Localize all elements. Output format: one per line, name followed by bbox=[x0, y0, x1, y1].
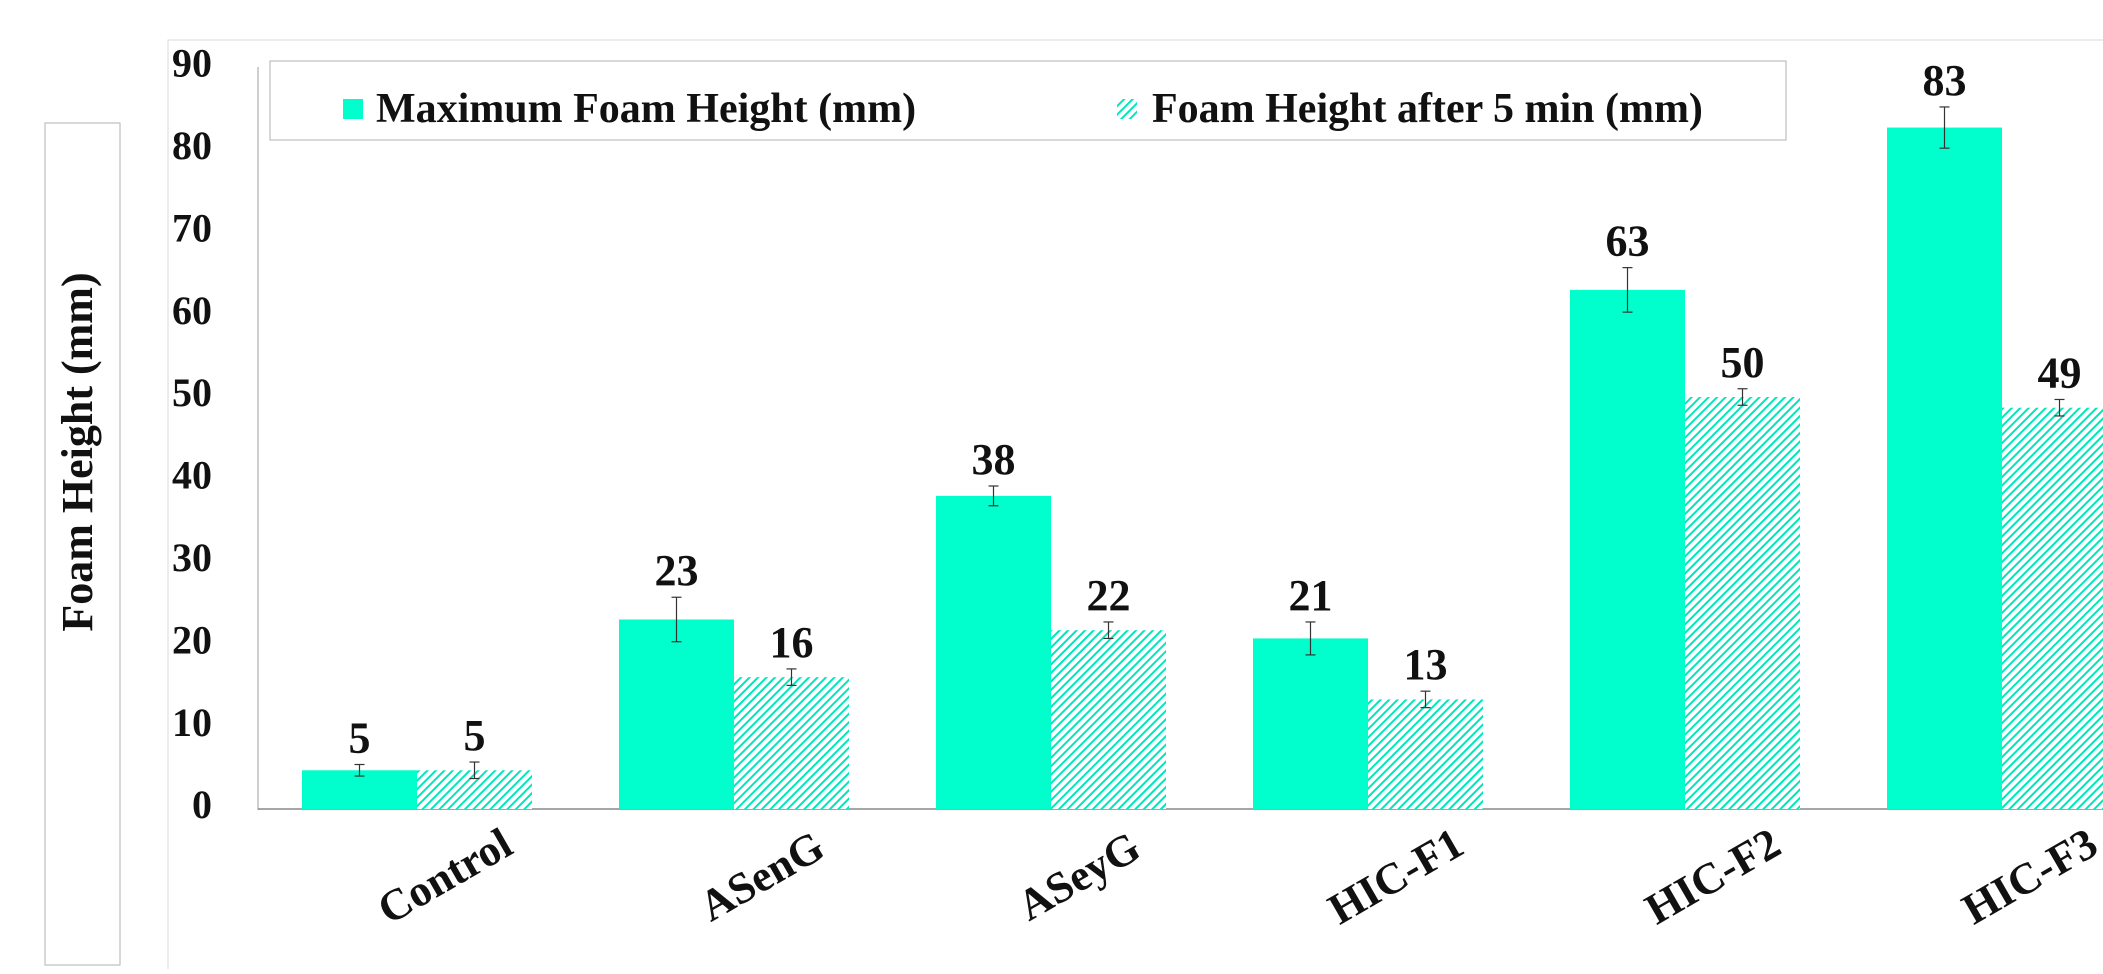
category-label: Control bbox=[369, 819, 520, 934]
bar-foam-height-after-5-min bbox=[2002, 407, 2103, 809]
y-tick-label: 20 bbox=[172, 617, 212, 662]
y-tick-label: 10 bbox=[172, 700, 212, 745]
data-label: 23 bbox=[655, 546, 699, 595]
y-tick-label: 30 bbox=[172, 535, 212, 580]
data-label: 50 bbox=[1721, 338, 1765, 387]
data-label: 5 bbox=[464, 711, 486, 760]
bar-foam-height-after-5-min bbox=[1368, 699, 1483, 809]
y-tick-label: 40 bbox=[172, 453, 212, 498]
legend-label-maximum: Maximum Foam Height (mm) bbox=[376, 86, 916, 132]
y-tick-label: 70 bbox=[172, 205, 212, 250]
legend-swatch-after-5-min bbox=[1117, 99, 1137, 119]
data-label: 22 bbox=[1087, 571, 1131, 620]
data-label: 63 bbox=[1606, 217, 1650, 266]
category-label: ASenG bbox=[691, 821, 832, 931]
y-tick-label: 50 bbox=[172, 370, 212, 415]
error-bars bbox=[354, 106, 2065, 780]
data-label: 13 bbox=[1404, 640, 1448, 689]
data-label: 16 bbox=[770, 618, 814, 667]
data-label: 83 bbox=[1923, 56, 1967, 105]
bar-foam-height-after-5-min bbox=[1051, 630, 1166, 809]
category-label: HIC-F2 bbox=[1637, 818, 1789, 934]
bar-maximum-foam-height bbox=[1570, 289, 1685, 809]
data-label: 49 bbox=[2038, 348, 2082, 397]
data-label: 5 bbox=[349, 714, 371, 763]
y-tick-label: 0 bbox=[192, 782, 212, 827]
y-tick-labels: 0 10 20 30 40 50 60 70 80 90 bbox=[172, 41, 212, 828]
legend-box bbox=[269, 60, 1787, 141]
y-tick-label: 90 bbox=[172, 41, 212, 86]
data-label: 38 bbox=[972, 435, 1016, 484]
category-label: HIC-F3 bbox=[1954, 818, 2103, 934]
category-label: HIC-F1 bbox=[1320, 818, 1472, 934]
bar-maximum-foam-height bbox=[1253, 638, 1368, 809]
chart-frame bbox=[167, 39, 2103, 974]
bar-maximum-foam-height bbox=[619, 619, 734, 809]
legend: Maximum Foam Height (mm) Foam Height aft… bbox=[269, 60, 1787, 141]
legend-swatch-maximum bbox=[343, 99, 363, 119]
bar-maximum-foam-height bbox=[936, 495, 1051, 809]
bar-maximum-foam-height bbox=[302, 770, 417, 809]
category-labels: Control ASenG ASeyG HIC-F1 HIC-F2 HIC-F3 bbox=[369, 818, 2103, 934]
bar-maximum-foam-height bbox=[1887, 127, 2002, 809]
bar-foam-height-after-5-min bbox=[1685, 397, 1800, 809]
bar-foam-height-after-5-min bbox=[734, 677, 849, 809]
y-tick-label: 80 bbox=[172, 123, 212, 168]
legend-label-after-5-min: Foam Height after 5 min (mm) bbox=[1152, 86, 1703, 132]
data-label: 21 bbox=[1289, 571, 1333, 620]
bars bbox=[302, 127, 2103, 809]
y-axis-title-box bbox=[44, 122, 121, 966]
category-label: ASeyG bbox=[1009, 822, 1148, 930]
data-labels: 5 5 23 16 38 22 21 13 63 50 83 49 bbox=[349, 56, 2082, 763]
y-axis-title: Foam Height (mm) bbox=[53, 272, 102, 631]
y-tick-label: 60 bbox=[172, 288, 212, 333]
